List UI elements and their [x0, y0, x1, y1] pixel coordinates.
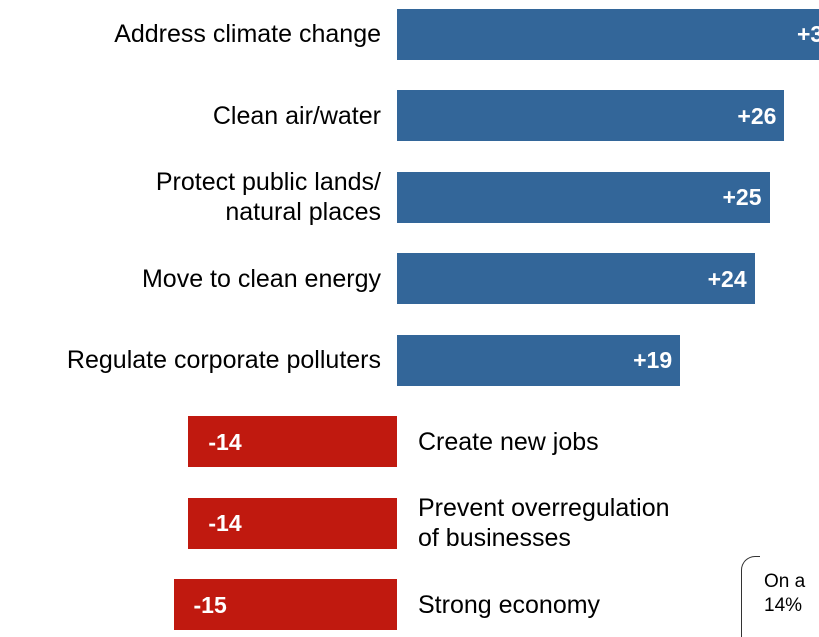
category-label-3: Protect public lands/ natural places: [155, 168, 381, 226]
bar-4: [397, 253, 755, 304]
category-label-8: Strong economy: [418, 590, 601, 619]
category-label-4: Move to clean energy: [141, 264, 381, 293]
category-label-6: Create new jobs: [418, 427, 599, 456]
bar-2: [397, 90, 785, 141]
bar-1: [397, 8, 819, 60]
category-label-2: Clean air/water: [212, 101, 381, 130]
diverging-bar-chart: +30 Address climate change +26 Clean air/wa…: [66, 8, 819, 630]
bar-6: [188, 416, 397, 467]
value-label-6: -14: [208, 428, 242, 455]
category-label-1: Address climate change: [114, 20, 381, 48]
callout-text: On a 14%: [764, 571, 806, 616]
bar-7: [188, 497, 397, 549]
category-label-7: Prevent overregulation of businesses: [418, 494, 670, 552]
category-label-5: Regulate corporate polluters: [66, 346, 381, 374]
callout-bracket: [741, 556, 760, 637]
value-label-7: -14: [208, 510, 242, 536]
value-label-4: +24: [707, 265, 747, 292]
value-label-5: +19: [633, 347, 673, 373]
bar-3: [397, 171, 770, 223]
value-label-1: +30: [796, 21, 819, 47]
value-label-2: +26: [737, 102, 777, 129]
value-label-3: +25: [722, 184, 762, 210]
bar-5: [397, 334, 681, 386]
value-label-8: -15: [193, 591, 227, 618]
